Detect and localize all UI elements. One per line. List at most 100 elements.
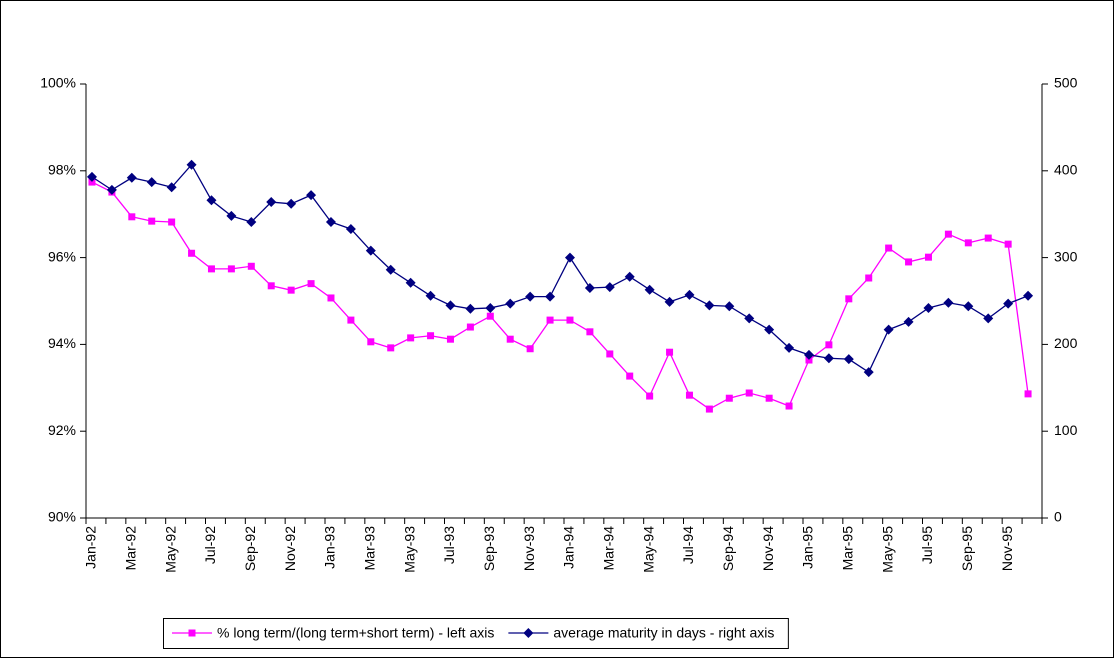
data-point xyxy=(604,282,615,293)
data-point xyxy=(126,172,137,183)
data-point xyxy=(885,244,893,252)
x-tick-label: May-94 xyxy=(640,526,656,573)
data-point xyxy=(128,213,136,221)
data-point xyxy=(883,324,894,335)
data-point xyxy=(566,316,574,324)
y-tick-label: 100% xyxy=(40,75,76,91)
x-tick-label: Mar-92 xyxy=(123,526,139,571)
x-tick-label: Jul-94 xyxy=(680,526,696,564)
data-point xyxy=(505,298,516,309)
y-tick-label: 94% xyxy=(48,335,76,351)
data-point xyxy=(405,277,416,288)
data-point xyxy=(764,324,775,335)
data-point xyxy=(525,291,536,302)
data-point xyxy=(924,253,932,261)
data-point xyxy=(903,316,914,327)
data-point xyxy=(586,328,594,336)
x-tick-label: May-95 xyxy=(879,526,895,573)
data-point xyxy=(267,282,275,290)
data-point xyxy=(705,405,713,413)
x-tick-label: Sep-93 xyxy=(481,526,497,571)
data-point xyxy=(306,190,317,201)
x-tick-label: Mar-95 xyxy=(840,526,856,571)
data-point xyxy=(1003,298,1014,309)
data-point xyxy=(246,217,257,228)
data-point xyxy=(86,171,97,182)
y2-tick-label: 400 xyxy=(1054,162,1078,178)
data-point xyxy=(724,301,735,312)
data-point xyxy=(146,177,157,188)
data-point xyxy=(148,217,156,225)
data-point xyxy=(1024,390,1032,398)
data-point xyxy=(546,316,554,324)
data-point xyxy=(227,265,235,273)
data-point xyxy=(485,302,496,313)
x-tick-label: Jan-94 xyxy=(561,526,577,569)
x-tick-label: Nov-94 xyxy=(760,526,776,571)
legend-box xyxy=(163,618,789,649)
x-tick-label: Sep-95 xyxy=(959,526,975,571)
data-point xyxy=(166,182,177,193)
data-point xyxy=(785,402,793,410)
x-tick-label: May-92 xyxy=(162,526,178,573)
data-point xyxy=(803,349,814,360)
data-point xyxy=(843,354,854,365)
data-point xyxy=(387,344,395,352)
data-point xyxy=(664,296,675,307)
data-point xyxy=(943,297,954,308)
y-tick-label: 98% xyxy=(48,162,76,178)
data-point xyxy=(805,356,813,364)
data-point xyxy=(984,234,992,242)
data-point xyxy=(923,302,934,313)
data-point xyxy=(207,265,215,273)
data-point xyxy=(307,280,315,288)
data-point xyxy=(666,348,674,356)
data-point xyxy=(845,295,853,303)
x-tick-label: Jul-93 xyxy=(441,526,457,564)
y2-tick-label: 300 xyxy=(1054,248,1078,264)
data-point xyxy=(685,391,693,399)
data-point xyxy=(644,284,655,295)
data-point xyxy=(486,312,494,320)
x-tick-label: Jan-93 xyxy=(322,526,338,569)
data-point xyxy=(425,290,436,301)
data-point xyxy=(465,303,476,314)
data-point xyxy=(1004,240,1012,248)
data-point xyxy=(287,286,295,294)
y-tick-label: 96% xyxy=(48,248,76,264)
data-point xyxy=(347,316,355,324)
y-tick-label: 92% xyxy=(48,422,76,438)
data-point xyxy=(863,367,874,378)
data-point xyxy=(584,282,595,293)
data-point xyxy=(188,249,196,257)
x-tick-label: Jul-95 xyxy=(919,526,935,564)
data-point xyxy=(186,159,197,170)
data-point xyxy=(765,394,773,402)
x-tick-label: Jan-95 xyxy=(800,526,816,569)
data-point xyxy=(1023,290,1034,301)
x-tick-label: Sep-94 xyxy=(720,526,736,571)
data-point xyxy=(606,350,614,358)
data-point xyxy=(626,372,634,380)
x-tick-label: Nov-93 xyxy=(521,526,537,571)
y2-tick-label: 500 xyxy=(1054,75,1078,91)
data-point xyxy=(865,274,873,282)
x-tick-label: Mar-93 xyxy=(362,526,378,571)
data-point xyxy=(226,210,237,221)
marker xyxy=(188,629,196,637)
x-tick-label: Jan-92 xyxy=(83,526,99,569)
data-point xyxy=(704,300,715,311)
data-point xyxy=(367,338,375,346)
data-point xyxy=(944,230,952,238)
data-point xyxy=(385,264,396,275)
data-point xyxy=(325,217,336,228)
data-point xyxy=(327,294,335,302)
data-point xyxy=(427,332,435,340)
legend-label: % long term/(long term+short term) - lef… xyxy=(217,625,494,641)
data-point xyxy=(365,245,376,256)
y2-tick-label: 200 xyxy=(1054,335,1078,351)
data-point xyxy=(905,258,913,266)
legend-label: average maturity in days - right axis xyxy=(553,625,774,641)
